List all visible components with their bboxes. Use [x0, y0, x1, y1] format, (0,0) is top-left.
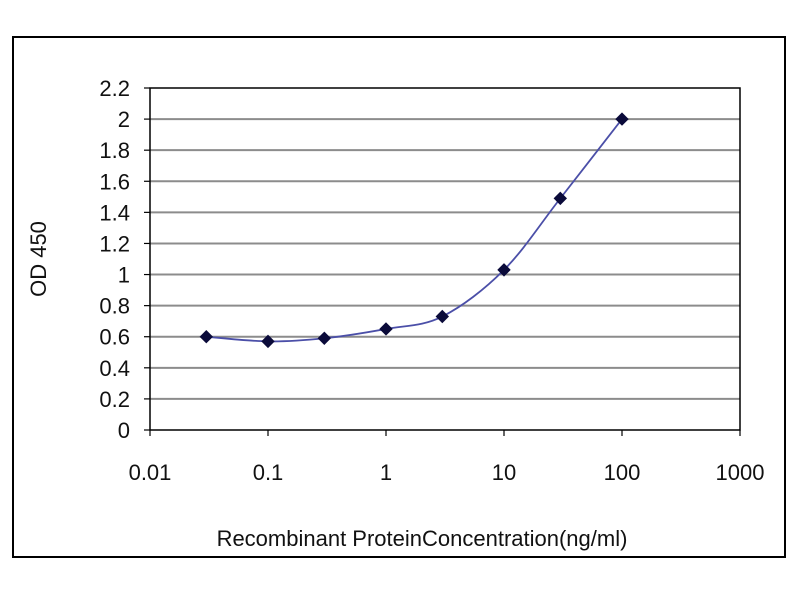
- y-tick-label: 0.2: [99, 387, 130, 412]
- plot-area: [149, 87, 741, 431]
- y-axis: 0 0.2 0.4 0.6 0.8 1 1.2 1.4 1.6 1.8 2 2.2: [99, 76, 150, 443]
- x-axis-title: Recombinant ProteinConcentration(ng/ml): [217, 526, 628, 551]
- y-tick-label: 0.8: [99, 294, 130, 319]
- y-tick-label: 1.4: [99, 200, 130, 225]
- x-axis: 0.01 0.1 1 10 100 1000: [129, 430, 765, 485]
- y-tick-label: 0.4: [99, 356, 130, 381]
- data-point: [199, 330, 214, 344]
- y-tick-label: 0: [118, 418, 130, 443]
- x-tick-label: 0.01: [129, 460, 172, 485]
- series: [199, 112, 629, 349]
- gridlines: [150, 118, 740, 400]
- data-point: [553, 191, 568, 206]
- data-point: [615, 112, 629, 126]
- series-line: [206, 118, 623, 343]
- y-tick-label: 1.8: [99, 138, 130, 163]
- y-tick-label: 2.2: [99, 76, 130, 101]
- data-point: [435, 309, 450, 324]
- x-tick-label: 100: [604, 460, 641, 485]
- y-tick-label: 0.6: [99, 325, 130, 350]
- chart-frame: [12, 36, 786, 558]
- x-tick-label: 10: [492, 460, 516, 485]
- y-tick-label: 1.6: [99, 169, 130, 194]
- x-tick-label: 0.1: [253, 460, 284, 485]
- x-tick-label: 1000: [716, 460, 765, 485]
- y-tick-label: 2: [118, 107, 130, 132]
- data-point: [379, 322, 393, 336]
- y-axis-title: OD 450: [26, 221, 51, 297]
- data-point: [261, 334, 275, 349]
- data-point: [317, 331, 332, 345]
- data-point: [497, 263, 511, 277]
- y-tick-label: 1: [118, 263, 130, 288]
- x-tick-label: 1: [380, 460, 392, 485]
- y-tick-label: 1.2: [99, 231, 130, 256]
